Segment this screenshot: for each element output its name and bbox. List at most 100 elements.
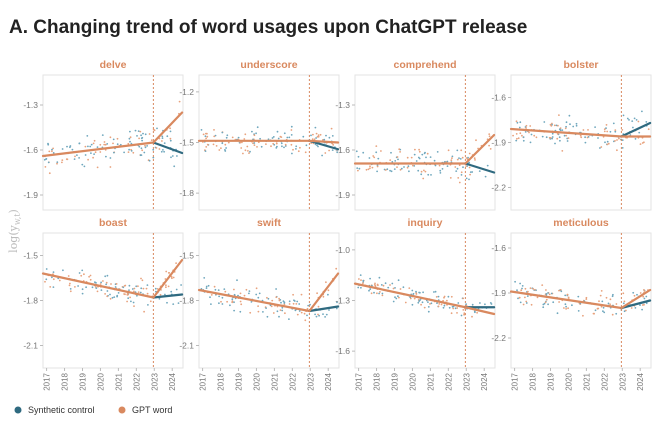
gpt-point — [374, 282, 376, 285]
synthetic-point — [106, 290, 109, 292]
synthetic-point — [621, 147, 624, 149]
gpt-point — [300, 311, 303, 314]
synthetic-point — [281, 306, 284, 309]
synthetic-point — [265, 307, 267, 309]
gpt-point — [74, 155, 76, 158]
gpt-point — [102, 280, 104, 282]
gpt-point — [74, 286, 76, 288]
synthetic-post-line — [464, 162, 496, 174]
gpt-point — [215, 145, 218, 147]
panel-underscore: underscore -1.2 -1.5 -1.8 — [179, 59, 340, 211]
synthetic-point — [291, 152, 293, 155]
synthetic-point — [645, 295, 648, 298]
y-tick-label: -1.9 — [23, 190, 38, 200]
synthetic-point — [575, 124, 578, 127]
gpt-point — [105, 281, 108, 284]
gpt-post-line — [464, 133, 496, 165]
gpt-point — [103, 141, 106, 143]
gpt-point — [109, 297, 112, 300]
gpt-point — [138, 137, 141, 140]
synthetic-point — [615, 312, 618, 315]
gpt-point — [270, 305, 273, 308]
synthetic-point — [479, 302, 481, 304]
synthetic-point — [283, 146, 285, 149]
synthetic-point — [76, 154, 78, 157]
gpt-point — [637, 120, 640, 123]
synthetic-point — [73, 158, 76, 161]
synthetic-point — [250, 301, 253, 303]
gpt-point — [167, 272, 170, 274]
gpt-point — [516, 137, 518, 140]
gpt-point — [335, 267, 338, 270]
y-axis-label: log(yw,t) — [7, 209, 22, 253]
synthetic-point — [547, 292, 549, 294]
figure-title: A. Changing trend of word usages upon Ch… — [9, 17, 527, 38]
gpt-point — [423, 169, 425, 172]
gpt-point — [488, 133, 491, 136]
synthetic-point — [280, 142, 283, 145]
gpt-point — [109, 166, 112, 168]
gpt-point — [438, 164, 441, 167]
synthetic-point — [356, 167, 359, 170]
gpt-point — [376, 165, 379, 168]
gpt-point — [451, 157, 453, 160]
synthetic-point — [568, 114, 571, 117]
gpt-point — [295, 303, 298, 305]
synthetic-point — [427, 173, 430, 176]
synthetic-point — [387, 286, 390, 289]
gpt-point — [389, 159, 392, 162]
synthetic-point — [96, 146, 99, 149]
synthetic-point — [457, 302, 460, 304]
gpt-point — [519, 132, 522, 135]
x-tick-label: 2019 — [78, 372, 87, 390]
gpt-point — [159, 293, 162, 296]
synthetic-point — [276, 130, 279, 133]
gpt-point — [233, 288, 235, 291]
x-tick-label: 2019 — [234, 372, 243, 390]
pre-trend-line — [197, 288, 311, 313]
gpt-point — [358, 278, 360, 280]
synthetic-point — [137, 130, 140, 133]
gpt-point — [272, 142, 275, 145]
synthetic-point — [45, 158, 48, 160]
gpt-point — [256, 146, 258, 148]
synthetic-point — [225, 136, 228, 139]
gpt-point — [643, 290, 646, 292]
synthetic-point — [362, 151, 365, 154]
gpt-point — [224, 143, 227, 146]
gpt-point — [460, 171, 463, 174]
gpt-point — [396, 166, 398, 169]
x-tick-label: 2024 — [636, 372, 645, 390]
synthetic-point — [105, 283, 107, 286]
gpt-point — [116, 137, 119, 140]
panel-comprehend: comprehend -1.3 -1.6 -1.9 — [335, 59, 496, 211]
synthetic-point — [81, 292, 84, 295]
synthetic-point — [437, 295, 440, 298]
synthetic-point — [271, 137, 274, 139]
synthetic-point — [305, 144, 308, 147]
synthetic-point — [558, 128, 561, 131]
x-tick-label: 2021 — [426, 372, 435, 390]
synthetic-point — [146, 145, 149, 147]
synthetic-point — [141, 136, 144, 139]
y-tick-label: -1.6 — [335, 346, 350, 356]
gpt-point — [99, 143, 102, 146]
gpt-point — [605, 296, 608, 299]
synthetic-point — [314, 313, 316, 316]
gpt-point — [165, 286, 167, 289]
gpt-point — [171, 277, 173, 280]
gpt-point — [565, 308, 567, 310]
synthetic-point — [288, 300, 291, 303]
synthetic-point — [162, 149, 164, 151]
gpt-point — [616, 139, 618, 141]
synthetic-point — [522, 136, 525, 139]
panel-frame — [354, 74, 496, 211]
synthetic-point — [138, 145, 141, 148]
gpt-point — [239, 292, 242, 295]
synthetic-point — [140, 154, 143, 157]
synthetic-point — [81, 269, 84, 272]
gpt-point — [324, 152, 327, 154]
gpt-point — [647, 128, 650, 131]
panel-bolster: bolster -1.6 -1.9 -2.2 — [491, 59, 652, 211]
gpt-point — [515, 120, 518, 123]
